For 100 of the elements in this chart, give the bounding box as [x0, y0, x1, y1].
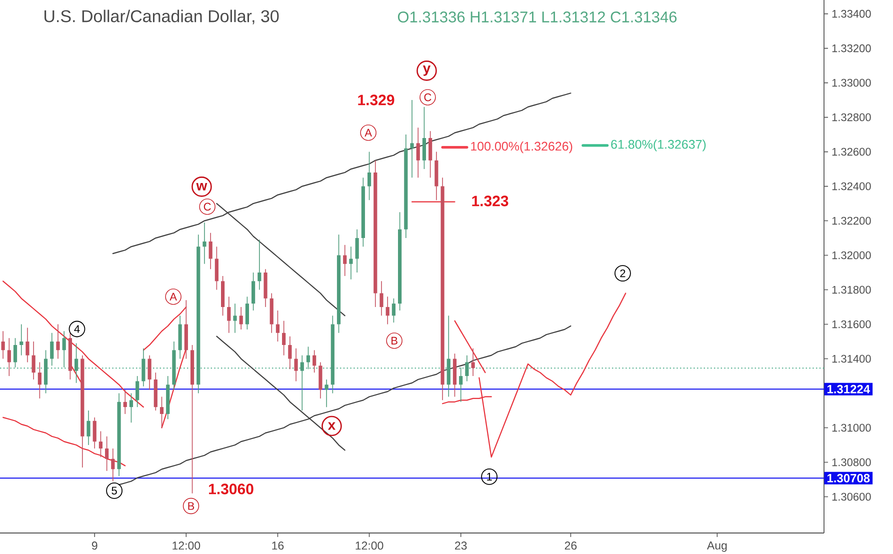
line-series [454, 320, 486, 374]
y-tick-label: 1.31800 [832, 286, 871, 294]
ref-line-label: 1.30708 [827, 474, 870, 482]
candlestick [318, 362, 322, 399]
candlestick [32, 341, 36, 380]
annotation: C [204, 202, 211, 211]
annotation: x [328, 422, 336, 430]
candlestick [374, 160, 378, 308]
candlestick [50, 332, 54, 366]
candlestick [117, 392, 121, 476]
candlestick [410, 100, 414, 178]
candlestick [1, 330, 5, 360]
candlestick [74, 342, 78, 384]
y-tick-label: 1.31600 [832, 320, 871, 328]
candlestick [196, 234, 200, 394]
candlestick [245, 296, 250, 330]
candlestick [160, 396, 164, 428]
text: O1.31336 H1.31371 L1.31312 C1.31346 [398, 12, 677, 22]
candlestick [26, 327, 30, 363]
candlestick [428, 130, 432, 178]
candlestick [166, 376, 170, 420]
x-tick-label: 16 [272, 542, 284, 550]
y-tick-label: 1.30800 [832, 458, 871, 466]
candlestick [361, 177, 365, 248]
candlestick [68, 332, 72, 380]
series-label: 61.80%(1.32637) [611, 140, 706, 152]
y-tick-label: 1.31400 [832, 354, 871, 363]
candlestick [233, 303, 237, 334]
candlestick [465, 354, 469, 382]
candlestick [105, 436, 109, 472]
line-series [2, 416, 126, 466]
candlestick [459, 367, 463, 402]
annotation: 5 [112, 486, 117, 495]
candlestick [7, 338, 11, 376]
annotation: 1.329 [358, 94, 394, 106]
candlestick [136, 376, 140, 408]
annotation: A [364, 128, 372, 136]
candlestick [452, 353, 457, 398]
y-tick-label: 1.32800 [832, 113, 871, 122]
candlestick [264, 268, 268, 308]
line-series [142, 306, 187, 351]
candlestick [300, 354, 304, 411]
annotation: 1.3060 [209, 484, 254, 494]
candlestick [343, 244, 347, 276]
annotation: 4 [74, 325, 80, 333]
candlestick [276, 310, 280, 342]
candlestick [220, 276, 225, 316]
candlestick [92, 417, 96, 449]
candlestick [13, 338, 18, 368]
x-tick-label: Aug [706, 542, 727, 552]
candlestick [239, 306, 243, 330]
candlestick [258, 239, 262, 290]
candlestick [80, 354, 84, 468]
candlestick [336, 234, 341, 334]
annotation: B [188, 502, 194, 510]
candlestick [386, 296, 390, 325]
candlestick [129, 392, 134, 424]
y-tick-label: 1.31000 [832, 424, 871, 432]
candlestick [380, 280, 384, 316]
candlestick [355, 229, 359, 273]
annotation: w [196, 183, 208, 190]
x-tick-label: 23 [455, 542, 467, 550]
candlestick [184, 300, 188, 360]
annotation: y [422, 66, 431, 76]
candlestick [20, 324, 24, 356]
candlestick [62, 330, 66, 368]
candlestick [98, 430, 103, 458]
candlestick [142, 348, 146, 387]
ref-line-label: 1.31224 [827, 384, 870, 394]
candlestick [471, 348, 475, 376]
candlestick [282, 320, 286, 356]
candlestick [202, 222, 206, 264]
annotation: 2 [620, 269, 626, 278]
candlestick [416, 127, 420, 178]
candlestick [214, 246, 218, 290]
candlestick [312, 350, 316, 373]
candlestick [422, 106, 426, 170]
candlestick [404, 134, 408, 238]
candlestick [440, 177, 444, 401]
annotation: C [424, 93, 432, 102]
x-tick-label: 26 [564, 542, 577, 550]
candlestick [178, 315, 182, 360]
y-tick-label: 1.32200 [832, 216, 871, 225]
candlestick [446, 315, 450, 398]
candlestick [349, 246, 353, 280]
candlestick [123, 389, 127, 414]
candlestick [398, 212, 402, 311]
candlestick [56, 324, 60, 360]
y-tick-label: 1.33200 [832, 44, 871, 52]
annotation: 1.323 [472, 196, 508, 206]
candlestick [148, 354, 152, 390]
candlestick [392, 298, 396, 323]
candlestick [270, 292, 274, 334]
x-tick-label: 12:00 [172, 542, 200, 550]
candlestick [252, 272, 256, 311]
candlestick [294, 348, 298, 382]
candlestick [306, 346, 310, 370]
line-series [2, 280, 144, 408]
candlestick [367, 151, 372, 200]
candlestick [434, 151, 438, 200]
